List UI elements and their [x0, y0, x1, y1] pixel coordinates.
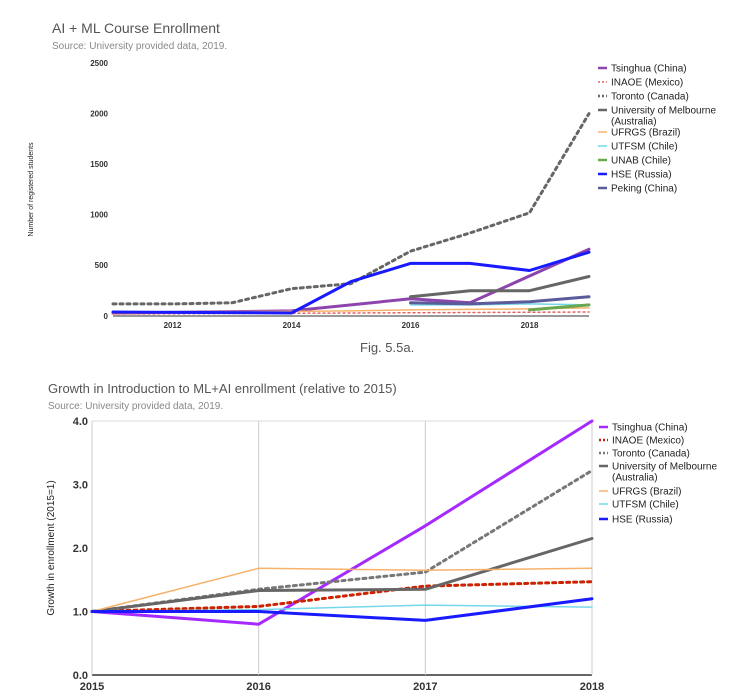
legend-label-7: HSE (Russia)	[612, 515, 673, 526]
x-tick-label: 2016	[402, 321, 420, 330]
series-line-4	[90, 537, 594, 613]
y-tick-label: 4.0	[73, 416, 88, 428]
y-tick-label: 2.0	[73, 543, 88, 555]
legend-label-4: University of Melbourne (Australia)	[611, 106, 716, 128]
legend-label-1: Tsinghua (China)	[612, 423, 688, 434]
y-tick-label: 500	[95, 261, 109, 270]
x-tick-label: 2018	[521, 321, 539, 330]
x-tick-label: 2018	[580, 681, 604, 693]
y-tick-label: 1.0	[73, 606, 88, 618]
series-line-4	[409, 275, 591, 299]
legend-label-8: HSE (Russia)	[611, 170, 672, 181]
legend-label-3: Toronto (Canada)	[611, 92, 689, 103]
series-line-5	[91, 567, 593, 613]
y-tick-label: 0	[104, 312, 109, 321]
legend-label-4: University of Melbourne (Australia)	[612, 462, 717, 484]
series-line-1	[90, 419, 594, 626]
chart2-subtitle: Source: University provided data, 2019.	[48, 401, 224, 412]
chart1-title: AI + ML Course Enrollment	[52, 20, 220, 36]
x-tick-label: 2014	[283, 321, 301, 330]
legend-label-6: UTFSM (Chile)	[612, 500, 679, 511]
legend-label-5: UFRGS (Brazil)	[612, 487, 681, 498]
chart2-title: Growth in Introduction to ML+AI enrollme…	[48, 381, 397, 396]
series-line-8	[111, 250, 591, 315]
y-tick-label: 1500	[90, 160, 108, 169]
legend-label-3: Toronto (Canada)	[612, 449, 690, 460]
legend-label-5: UFRGS (Brazil)	[611, 128, 680, 139]
y-tick-label: 3.0	[73, 479, 88, 491]
series-line-2	[90, 580, 594, 613]
legend-label-7: UNAB (Chile)	[611, 156, 671, 167]
y-tick-label: 0.0	[73, 670, 88, 682]
chart1-subtitle: Source: University provided data, 2019.	[52, 41, 228, 52]
chart1-plot: 2012 2014 2016 2018 0 500 1000 1500 2000 2500 Numb…	[28, 59, 716, 330]
y-axis-title: Growth in enrollment (2015=1)	[46, 480, 57, 615]
figure-caption: Fig. 5.5a.	[360, 340, 415, 355]
legend-label-9: Peking (China)	[611, 184, 677, 195]
x-tick-label: 2016	[246, 681, 270, 693]
legend-label-2: INAOE (Mexico)	[612, 436, 684, 447]
y-tick-label: 2000	[90, 109, 108, 118]
series-line-6	[409, 303, 590, 306]
legend-label-1: Tsinghua (China)	[611, 64, 687, 75]
legend-label-2: INAOE (Mexico)	[611, 78, 683, 89]
series-line-7	[528, 303, 591, 312]
series-line-9	[409, 295, 591, 306]
x-tick-label: 2017	[413, 681, 437, 693]
x-tick-label: 2015	[80, 681, 104, 693]
y-tick-label: 1000	[90, 211, 108, 220]
legend-label-6: UTFSM (Chile)	[611, 142, 678, 153]
y-axis-title: Number of registered students	[28, 142, 35, 237]
series-line-7	[90, 597, 594, 622]
x-tick-label: 2012	[164, 321, 182, 330]
series-line-3	[111, 112, 591, 306]
y-tick-label: 2500	[90, 59, 108, 68]
